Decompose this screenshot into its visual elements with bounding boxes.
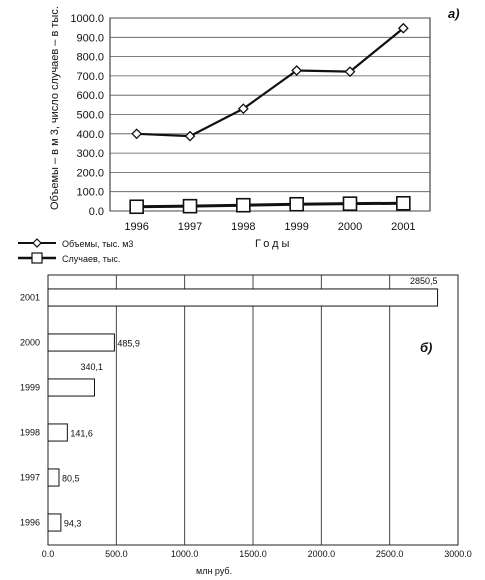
category-label: 1997 — [20, 473, 40, 483]
x-tick-label: 2001 — [391, 221, 415, 233]
bar — [47, 513, 62, 532]
x-tick-label: 1996 — [124, 221, 148, 233]
data-point-square — [182, 198, 198, 214]
y-tick-label: 0.0 — [89, 206, 104, 218]
series-line — [136, 27, 405, 138]
bar-chart: 2001 2000 1999 1998 1997 1996 2850,5 485,9 340,… — [20, 274, 472, 576]
x-tick-label: 2500.0 — [376, 549, 404, 559]
panel-label-b: б) — [420, 340, 432, 355]
category-labels: 2001 2000 1999 1998 1997 1996 — [20, 293, 40, 528]
data-point-square — [236, 197, 251, 213]
y-tick-labels: 0.0 100.0 200.0 300.0 400.0 500.0 600.0 700.0 80… — [70, 13, 104, 218]
data-point-diamond — [397, 22, 409, 34]
data-point-diamond — [237, 103, 249, 115]
bar — [47, 288, 439, 307]
x-axis-label: Годы — [255, 238, 292, 250]
data-label: 94,3 — [64, 519, 82, 529]
x-tick-labels: 1996 1997 1998 1999 2000 2001 — [124, 221, 415, 233]
y-tick-label: 800.0 — [76, 52, 104, 64]
y-tick-label: 100.0 — [76, 187, 104, 199]
y-tick-label: 300.0 — [76, 148, 104, 160]
data-label: 2850,5 — [410, 276, 438, 286]
data-labels: 2850,5 485,9 340,1 141,6 80,5 94,3 — [62, 276, 438, 529]
x-tick-label: 1500.0 — [239, 549, 267, 559]
category-label: 1999 — [20, 383, 40, 393]
data-label: 485,9 — [117, 339, 140, 349]
y-tick-label: 1000.0 — [70, 13, 104, 25]
y-gridlines — [110, 17, 430, 212]
x-tick-label: 1999 — [284, 221, 308, 233]
x-tick-label: 1997 — [178, 221, 202, 233]
data-point-square — [342, 196, 358, 211]
data-point-diamond — [291, 65, 303, 76]
x-tick-label: 500.0 — [105, 549, 128, 559]
x-tick-label: 3000.0 — [444, 549, 472, 559]
legend: Объемы, тыс. м3 Случаев, тыс. — [18, 238, 133, 264]
data-point-square — [396, 195, 411, 211]
diamond-marker-icon — [32, 238, 42, 248]
y-tick-label: 500.0 — [76, 110, 104, 122]
bar — [47, 378, 95, 397]
legend-label-volumes: Объемы, тыс. м3 — [62, 239, 133, 249]
x-tick-label: 2000.0 — [308, 549, 336, 559]
x-axis-label: млн руб. — [196, 566, 232, 576]
series-line — [136, 201, 404, 209]
y-axis-label: Объемы – в м 3, число случаев – в тыс. — [49, 6, 61, 210]
bars-group — [47, 288, 439, 532]
square-marker-icon — [31, 252, 43, 264]
x-tick-label: 1000.0 — [171, 549, 199, 559]
x-tick-label: 2000 — [338, 221, 362, 233]
bar — [47, 423, 68, 442]
y-tick-label: 900.0 — [76, 32, 104, 44]
data-label: 80,5 — [62, 474, 80, 484]
x-tick-labels: 0.0 500.0 1000.0 1500.0 2000.0 2500.0 3000.0 — [42, 549, 472, 559]
bar — [47, 468, 60, 487]
series-group — [129, 22, 411, 215]
x-tick-label: 1998 — [231, 221, 255, 233]
category-label: 1996 — [20, 518, 40, 528]
line-chart: 0.0 100.0 200.0 300.0 400.0 500.0 600.0 700.0 80… — [18, 6, 460, 264]
data-label: 340,1 — [80, 362, 103, 372]
y-tick-label: 400.0 — [76, 129, 104, 141]
category-label: 2001 — [20, 293, 40, 303]
x-tick-label: 0.0 — [42, 549, 55, 559]
data-point-diamond — [131, 128, 143, 140]
legend-label-cases: Случаев, тыс. — [62, 254, 120, 264]
data-point-square — [129, 199, 144, 215]
bar — [47, 333, 115, 352]
category-label: 1998 — [20, 428, 40, 438]
x-gridlines — [115, 275, 391, 545]
panel-label-a: а) — [448, 6, 460, 21]
category-label: 2000 — [20, 338, 40, 348]
data-point-diamond — [344, 66, 356, 78]
y-tick-label: 200.0 — [76, 167, 104, 179]
data-label: 141,6 — [70, 429, 93, 439]
y-tick-label: 700.0 — [76, 71, 104, 83]
y-tick-label: 600.0 — [76, 90, 104, 102]
data-point-diamond — [184, 130, 196, 142]
data-point-square — [289, 196, 304, 212]
